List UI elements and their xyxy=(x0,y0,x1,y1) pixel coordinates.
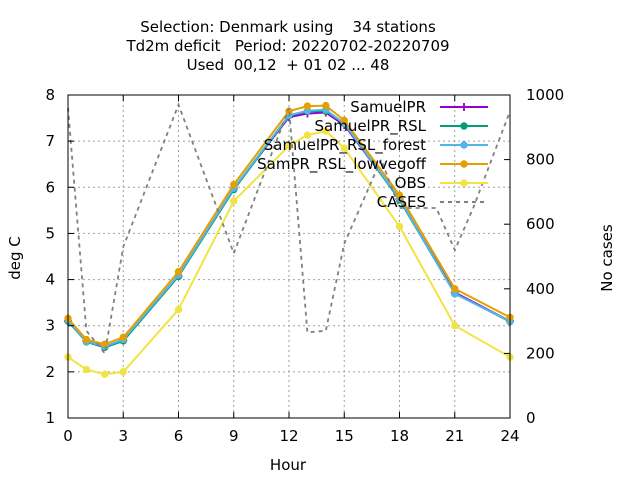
x-tick-label: 9 xyxy=(229,427,239,445)
data-point-obs xyxy=(322,127,330,135)
legend-marker xyxy=(460,160,468,168)
legend-label: CASES xyxy=(377,193,426,211)
legend-marker xyxy=(460,179,468,187)
data-point-sampr-rsl-lowvegoff xyxy=(303,102,312,110)
y-tick-label: 4 xyxy=(45,271,55,289)
y2-axis-label: No cases xyxy=(598,224,616,292)
legend-entry: SamuelPR_RSL_forest xyxy=(264,136,488,155)
y-axis-label: deg C xyxy=(6,236,24,280)
legend-entry: SamuelPR_RSL xyxy=(315,117,488,136)
y-tick-label: 3 xyxy=(45,317,55,335)
data-point-sampr-rsl-lowvegoff xyxy=(340,116,348,125)
x-axis-label: Hour xyxy=(270,456,307,474)
x-tick-label: 15 xyxy=(335,427,354,445)
chart-title-line-3: Used 00,12 + 01 02 ... 48 xyxy=(187,56,390,74)
y2-tick-label: 400 xyxy=(526,280,555,298)
legend-marker xyxy=(460,122,468,130)
y2-tick-label: 800 xyxy=(526,151,555,169)
data-point-sampr-rsl-lowvegoff xyxy=(230,180,238,189)
legend-label: SamPR_RSL_lowvegoff xyxy=(257,155,427,174)
data-point-sampr-rsl-lowvegoff xyxy=(322,101,330,110)
data-point-sampr-rsl-lowvegoff xyxy=(119,333,127,341)
data-point-sampr-rsl-lowvegoff xyxy=(395,191,404,199)
legend-entry: SamuelPR xyxy=(350,98,488,116)
grid xyxy=(68,95,510,418)
x-tick-label: 0 xyxy=(63,427,73,445)
legend-label: OBS xyxy=(395,174,426,192)
x-tick-label: 21 xyxy=(445,427,464,445)
legend-label: SamuelPR_RSL xyxy=(315,117,427,136)
x-tick-label: 12 xyxy=(279,427,298,445)
y-tick-label: 2 xyxy=(45,363,55,381)
y2-tick-label: 600 xyxy=(526,215,555,233)
data-point-obs xyxy=(119,368,127,376)
legend-entry: CASES xyxy=(377,193,488,211)
y2-tick-label: 1000 xyxy=(526,86,564,104)
data-point-obs xyxy=(303,131,312,139)
data-point-obs xyxy=(230,197,238,205)
x-tick-label: 24 xyxy=(500,427,519,445)
x-tick-label: 18 xyxy=(390,427,409,445)
data-point-obs xyxy=(174,305,183,314)
data-point-obs xyxy=(395,222,404,231)
series-obs xyxy=(64,127,514,378)
y-tick-label: 1 xyxy=(45,409,55,427)
legend-label: SamuelPR xyxy=(350,98,426,116)
data-point-sampr-rsl-lowvegoff xyxy=(174,268,183,276)
data-point-sampr-rsl-lowvegoff xyxy=(82,335,91,344)
legend-marker xyxy=(460,141,468,149)
y2-tick-label: 0 xyxy=(526,409,536,427)
data-point-obs xyxy=(340,144,348,152)
y2-tick-label: 200 xyxy=(526,344,555,362)
legend-marker xyxy=(460,103,468,111)
series-cases xyxy=(67,102,511,356)
chart-title-line-2: Td2m deficit Period: 20220702-20220709 xyxy=(125,37,449,55)
data-point-sampr-rsl-lowvegoff xyxy=(101,340,109,348)
y-tick-label: 8 xyxy=(45,86,55,104)
data-point-obs xyxy=(101,370,109,378)
legend-entry: OBS xyxy=(395,174,488,192)
y-tick-label: 6 xyxy=(45,178,55,196)
data-point-obs xyxy=(82,365,91,374)
legend-label: SamuelPR_RSL_forest xyxy=(264,136,426,155)
data-point-sampr-rsl-lowvegoff xyxy=(451,285,459,293)
x-tick-label: 3 xyxy=(118,427,128,445)
y-tick-label: 5 xyxy=(45,224,55,242)
y-tick-label: 7 xyxy=(45,132,55,150)
chart-title-block: Selection: Denmark using 34 stations Td2… xyxy=(125,18,449,74)
data-point-obs xyxy=(451,322,459,330)
legend-entry: SamPR_RSL_lowvegoff xyxy=(257,155,488,174)
legend: SamuelPRSamuelPR_RSLSamuelPR_RSL_forestS… xyxy=(257,98,488,211)
x-tick-label: 6 xyxy=(174,427,184,445)
chart-title-line-1: Selection: Denmark using 34 stations xyxy=(140,18,436,36)
series-line-cases xyxy=(67,102,511,356)
